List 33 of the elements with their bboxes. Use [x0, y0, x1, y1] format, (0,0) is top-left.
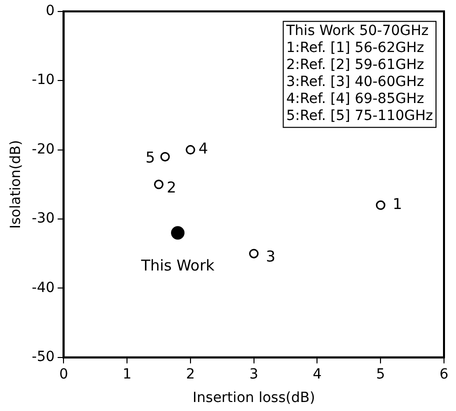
annotation: 4:Ref. [4] 69-85GHz [286, 91, 424, 108]
annotation: 2 [166, 178, 176, 196]
y-tick-label: -30 [32, 210, 55, 227]
y-tick-label: -50 [32, 349, 55, 366]
annotation: 5 [146, 148, 156, 167]
point [249, 248, 259, 258]
annotation: This Work [140, 256, 215, 275]
point [171, 226, 185, 240]
y-tick-label: -40 [32, 280, 55, 296]
point [154, 180, 164, 190]
x-tick-label: 1 [122, 366, 132, 382]
x-tick-label: 4 [312, 366, 322, 382]
y-tick-label: -10 [32, 72, 55, 88]
point [186, 145, 196, 155]
point [376, 200, 386, 210]
x-tick-label: 0 [59, 366, 68, 382]
annotation: 1:Ref. [1] 56-62GHz [286, 40, 424, 56]
point [160, 152, 170, 162]
annotation: 3:Ref. [3] 40-60GHz [286, 74, 424, 90]
y-tick-label: 0 [46, 3, 55, 20]
x-axis-title: Insertion loss(dB) [192, 390, 316, 406]
x-tick-label: 3 [249, 366, 258, 382]
y-axis-title: Isolation(dB) [8, 140, 24, 229]
annotation: 1 [392, 195, 402, 214]
x-tick-label: 6 [440, 366, 449, 382]
annotation: This Work 50-70GHz [285, 23, 429, 40]
annotation: 3 [266, 247, 276, 266]
annotation: 2:Ref. [2] 59-61GHz [286, 57, 424, 74]
annotation: 4 [198, 140, 208, 158]
x-tick-label: 2 [186, 366, 195, 382]
y-tick-label: -20 [32, 141, 55, 158]
annotation: 5:Ref. [5] 75-110GHz [286, 108, 434, 124]
x-tick-label: 5 [376, 366, 386, 382]
